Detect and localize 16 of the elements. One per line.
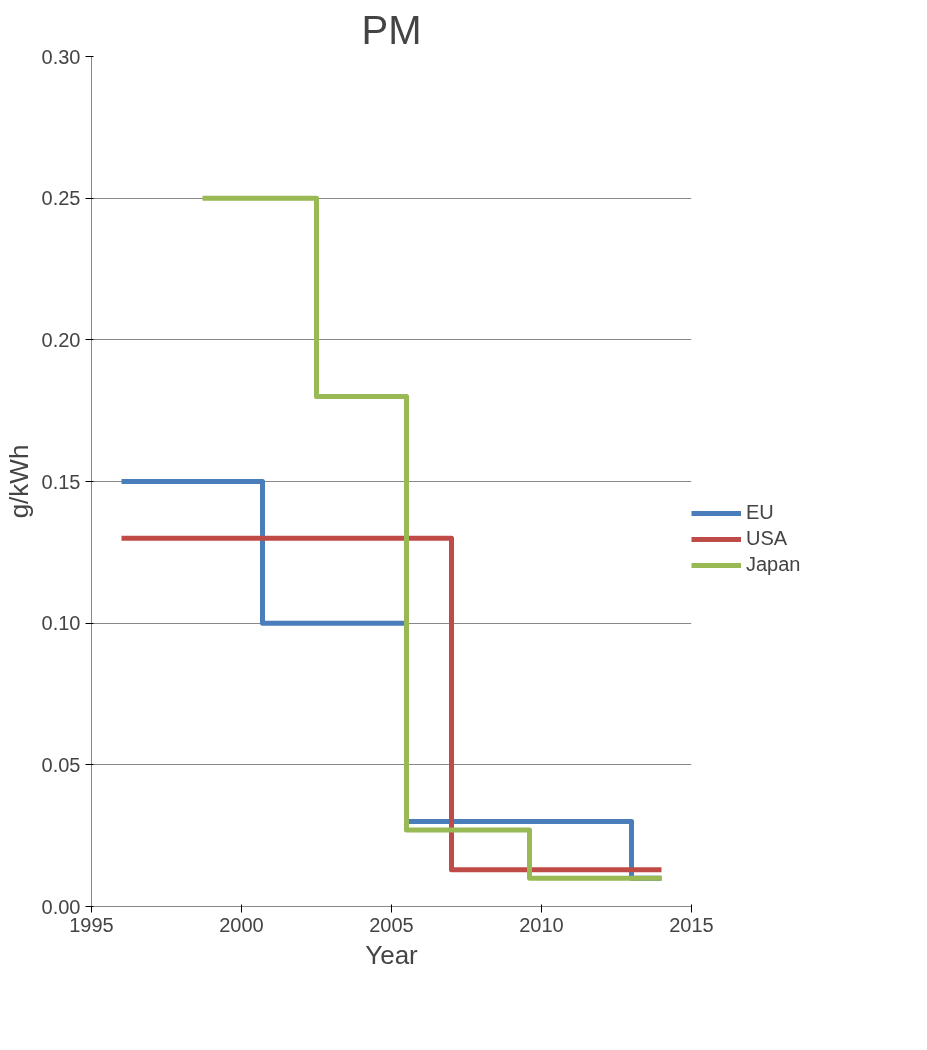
- y-tick-label: 0.25: [41, 187, 81, 210]
- legend-label: USA: [746, 527, 788, 550]
- chart-title: PM: [361, 7, 422, 52]
- y-tick-label: 0.30: [41, 45, 81, 68]
- x-tick-label: 2005: [369, 913, 414, 936]
- y-tick-label: 0.15: [41, 470, 81, 493]
- x-tick-label: 2000: [219, 913, 264, 936]
- x-tick-label: 2015: [669, 913, 714, 936]
- legend-label: EU: [746, 501, 774, 524]
- x-tick-label: 2010: [519, 913, 564, 936]
- y-axis-title: g/kWh: [3, 444, 34, 519]
- y-tick-label: 0.20: [41, 328, 81, 351]
- y-tick-label: 0.05: [41, 753, 81, 776]
- x-axis-title: Year: [365, 939, 419, 970]
- legend-label: Japan: [746, 553, 801, 576]
- y-tick-label: 0.10: [41, 612, 81, 635]
